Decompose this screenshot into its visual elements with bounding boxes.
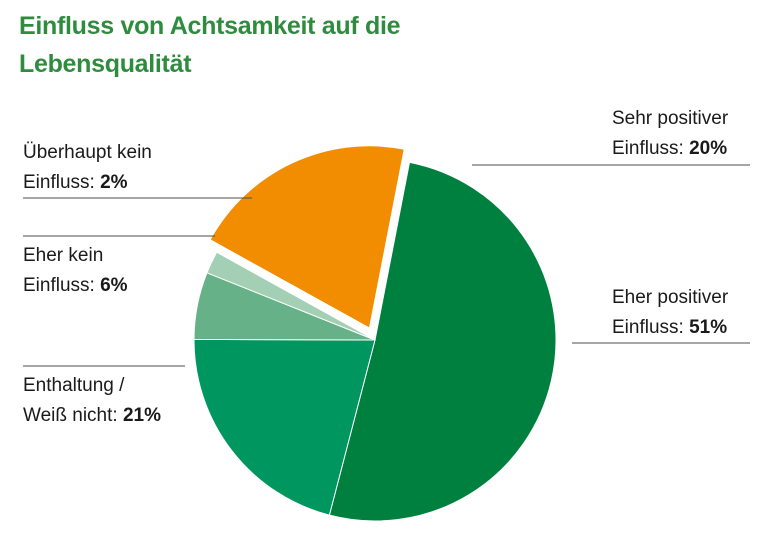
pie-slice-2 — [328, 161, 557, 522]
slice-label-line-1: Eher kein — [23, 245, 103, 266]
pie-slice-3 — [193, 338, 376, 516]
slice-label-line-2: Einfluss: — [612, 317, 689, 338]
slice-value: 2% — [100, 172, 128, 193]
slice-value: 21% — [123, 405, 161, 426]
chart-title-line-2: Lebensqualität — [19, 50, 192, 78]
slice-label-4: Eher kein Einfluss: 6% — [23, 245, 128, 296]
slice-value: 51% — [689, 317, 727, 338]
slice-label-line-2: Einfluss: — [612, 138, 689, 159]
pie-slice-5 — [206, 251, 376, 341]
slice-label-line-1: Enthaltung / — [23, 375, 125, 396]
slice-label-line-1: Überhaupt kein — [23, 142, 152, 163]
slice-label-3: Enthaltung / Weiß nicht: 21% — [23, 375, 161, 426]
slice-label-line-2: Einfluss: — [23, 275, 100, 296]
slice-label-1: Sehr positiver Einfluss: 20% — [612, 108, 729, 159]
slice-value: 6% — [100, 275, 128, 296]
slice-label-line-1: Eher positiver — [612, 287, 729, 308]
slice-label-line-1: Sehr positiver — [612, 108, 729, 129]
chart-title-line-1: Einfluss von Achtsamkeit auf die — [19, 12, 401, 40]
slice-label-line-2: Weiß nicht: — [23, 405, 123, 426]
slice-label-line-2: Einfluss: — [23, 172, 100, 193]
slice-value: 20% — [689, 138, 727, 159]
slice-label-5: Überhaupt kein Einfluss: 2% — [23, 142, 152, 193]
slice-label-2: Eher positiver Einfluss: 51% — [612, 287, 729, 338]
pie-slice-1 — [210, 146, 404, 328]
